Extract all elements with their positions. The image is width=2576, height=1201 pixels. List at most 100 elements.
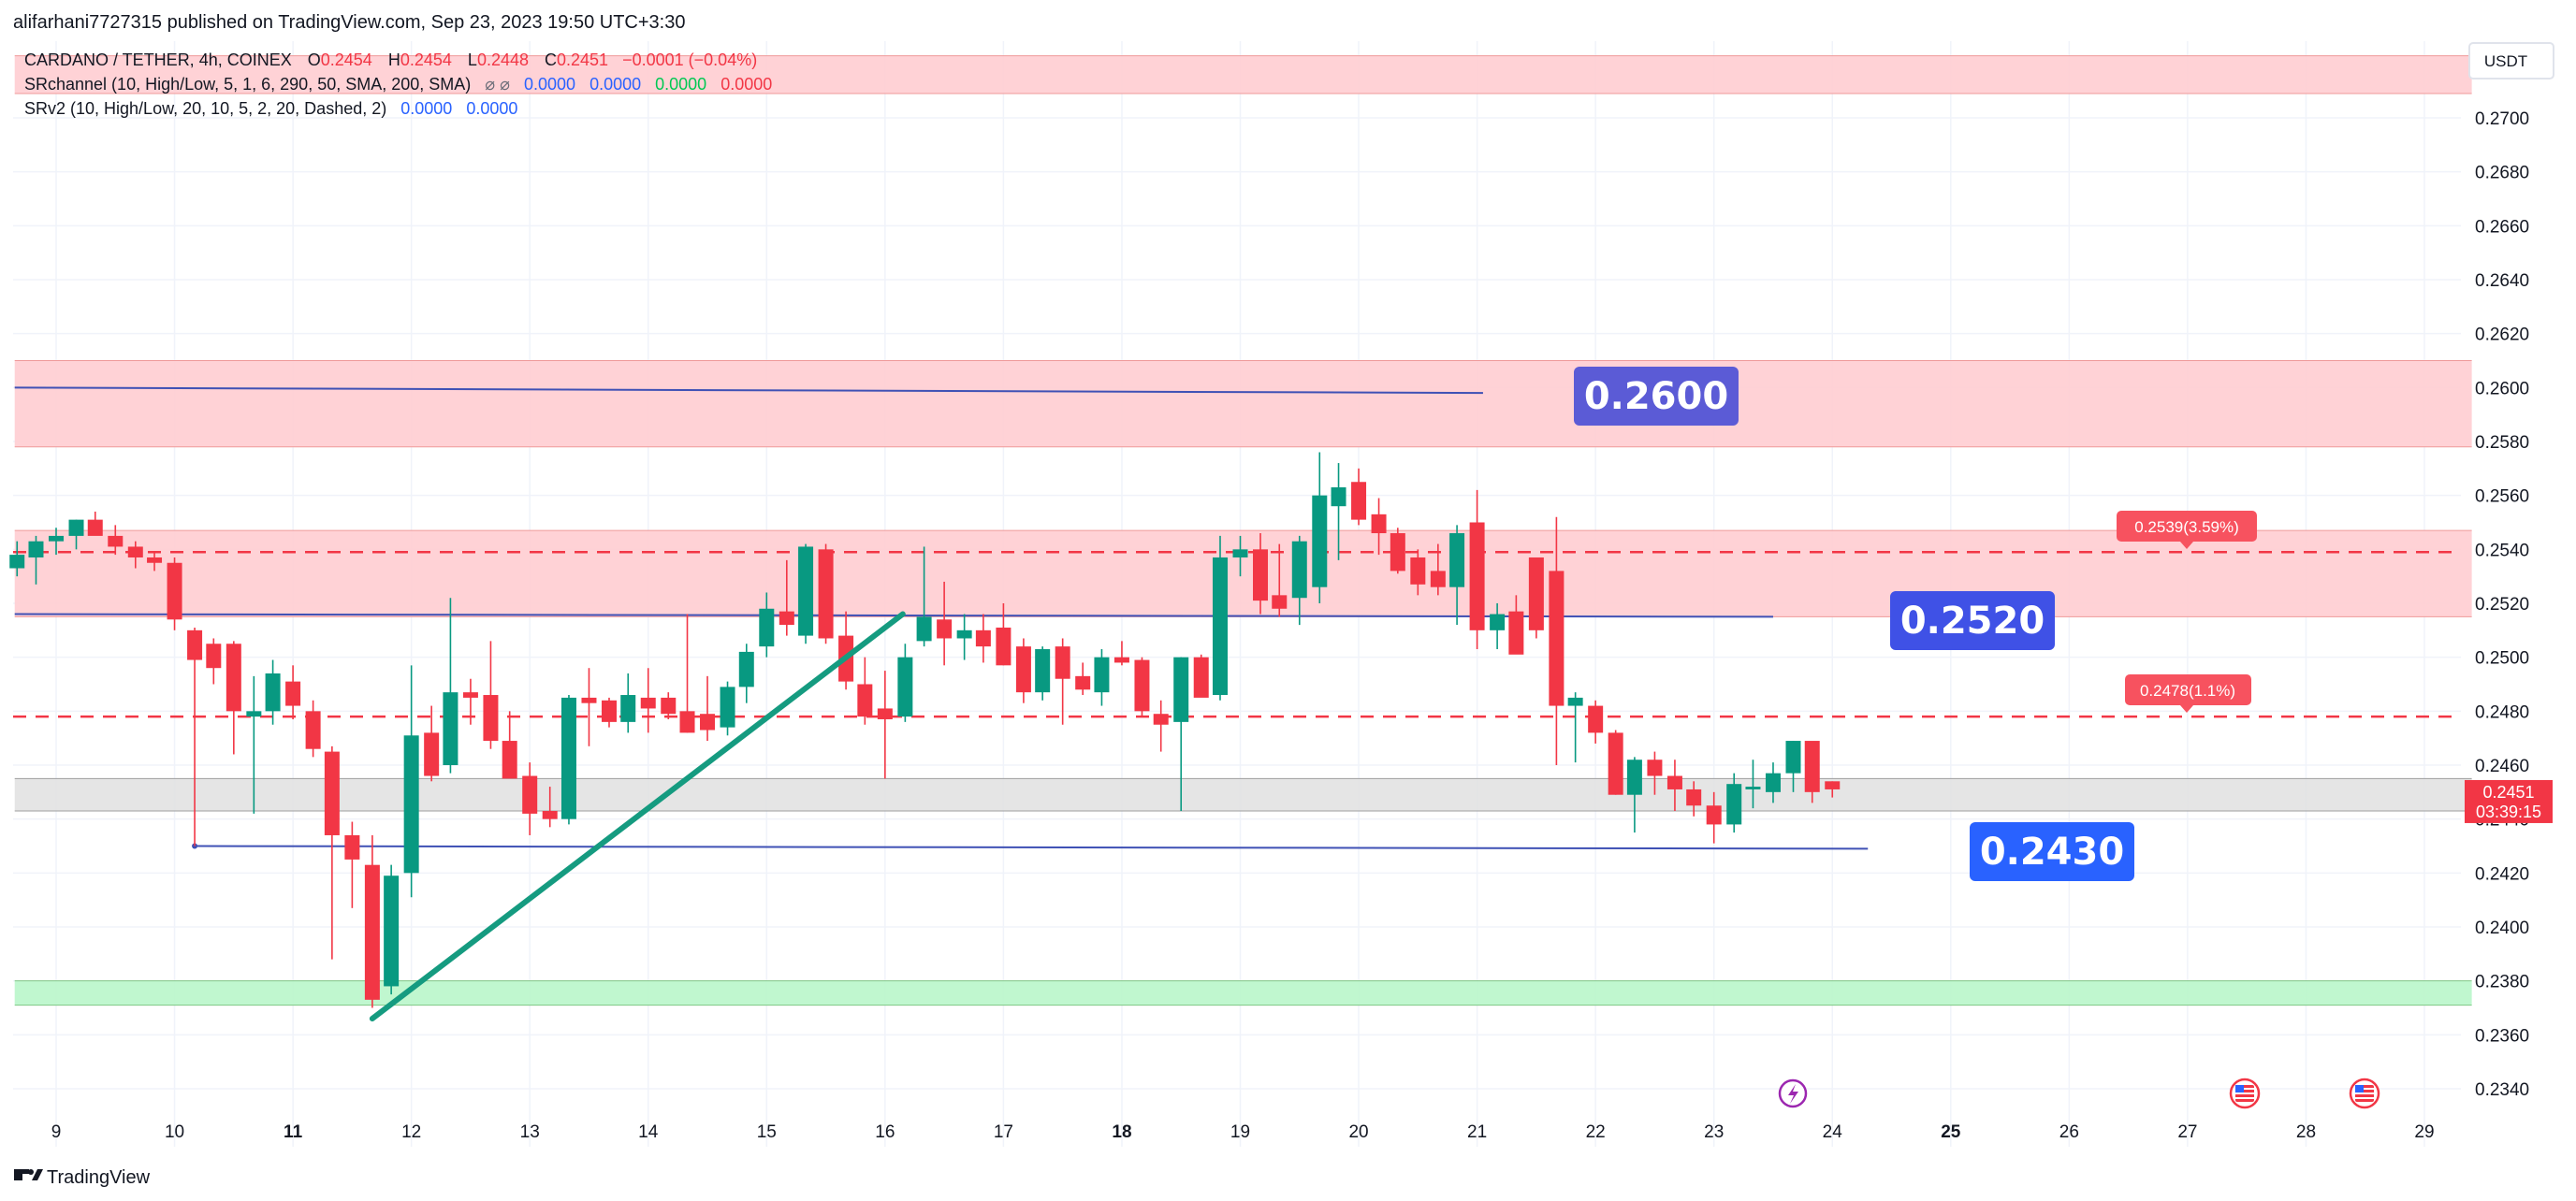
candle-up[interactable] xyxy=(1785,741,1801,792)
legend-zone[interactable] xyxy=(14,55,2472,94)
candle-down[interactable] xyxy=(661,692,677,719)
candles[interactable] xyxy=(9,452,1841,1008)
candle-down[interactable] xyxy=(1430,543,1446,596)
candle-up[interactable] xyxy=(1490,603,1506,650)
candle-down[interactable] xyxy=(462,678,478,725)
candle-down[interactable] xyxy=(1351,468,1367,526)
candle-down[interactable] xyxy=(167,557,182,630)
candle-down[interactable] xyxy=(975,614,991,663)
candle-down[interactable] xyxy=(1588,700,1604,744)
candle-down[interactable] xyxy=(1371,498,1387,556)
candle-down[interactable] xyxy=(87,511,103,536)
candle-up[interactable] xyxy=(403,665,419,898)
resistance-zone-mid[interactable] xyxy=(14,530,2472,617)
candle-up[interactable] xyxy=(1291,535,1307,626)
candle-down[interactable] xyxy=(285,665,301,719)
tradingview-logo[interactable]: TradingView xyxy=(14,1167,151,1188)
level-0-2430[interactable] xyxy=(195,845,1869,850)
candle-down[interactable] xyxy=(1686,781,1702,817)
candle-down[interactable] xyxy=(700,675,716,742)
unit-selector[interactable]: USDT xyxy=(2468,42,2554,80)
candle-up[interactable] xyxy=(443,598,458,774)
candle-up[interactable] xyxy=(1567,692,1583,763)
candle-up[interactable] xyxy=(560,695,576,825)
candle-down[interactable] xyxy=(1706,791,1722,844)
candle-up[interactable] xyxy=(1626,757,1642,833)
candle-down[interactable] xyxy=(1272,543,1288,617)
candle-down[interactable] xyxy=(108,525,124,556)
candle-down[interactable] xyxy=(679,614,695,733)
candle-down[interactable] xyxy=(1469,489,1485,650)
candle-down[interactable] xyxy=(857,657,873,725)
candle-down[interactable] xyxy=(1528,557,1544,639)
candle-up[interactable] xyxy=(798,543,814,644)
candle-down[interactable] xyxy=(127,541,143,569)
candle-down[interactable] xyxy=(424,705,440,782)
candle-down[interactable] xyxy=(1015,638,1031,703)
candle-up[interactable] xyxy=(1232,535,1248,577)
candle-up[interactable] xyxy=(1331,463,1346,560)
candle-up[interactable] xyxy=(1173,657,1189,812)
candle-down[interactable] xyxy=(1508,595,1524,655)
level-label-0-2520[interactable]: 0.2520 xyxy=(1890,591,2055,650)
candle-up[interactable] xyxy=(897,644,913,722)
candle-down[interactable] xyxy=(581,668,597,746)
candle-down[interactable] xyxy=(1075,662,1091,696)
candle-up[interactable] xyxy=(265,659,281,725)
candle-up[interactable] xyxy=(246,675,262,814)
candle-down[interactable] xyxy=(344,821,360,908)
candle-down[interactable] xyxy=(818,543,834,644)
candle-down[interactable] xyxy=(206,638,222,685)
candle-up[interactable] xyxy=(956,614,972,660)
candle-up[interactable] xyxy=(1765,762,1781,803)
candle-up[interactable] xyxy=(1094,649,1110,706)
candle-up[interactable] xyxy=(1449,525,1465,626)
candle-up[interactable] xyxy=(1726,773,1742,833)
candle-up[interactable] xyxy=(1745,760,1761,809)
target-lower-label[interactable]: 0.2478(1.1%) xyxy=(2125,674,2251,713)
candle-down[interactable] xyxy=(1193,654,1209,698)
candle-down[interactable] xyxy=(1804,741,1820,803)
current-zone[interactable] xyxy=(14,778,2472,812)
candle-down[interactable] xyxy=(1134,657,1150,717)
level-label-0-2430[interactable]: 0.2430 xyxy=(1970,822,2134,881)
candle-down[interactable] xyxy=(483,641,499,749)
candle-up[interactable] xyxy=(738,644,754,703)
resistance-zone-top[interactable] xyxy=(14,360,2472,447)
candle-down[interactable] xyxy=(1549,516,1565,765)
us-flag-event-icon-2[interactable] xyxy=(2349,1078,2380,1109)
candle-down[interactable] xyxy=(937,581,953,666)
candle-down[interactable] xyxy=(1113,641,1129,666)
candle-up[interactable] xyxy=(49,528,64,556)
candle-down[interactable] xyxy=(147,552,163,572)
level-0-2600[interactable] xyxy=(14,386,1483,395)
time-axis[interactable]: 9 10 11 12 13 14 15 16 17 18 19 20 21 22 23 24 25 26 27 28 2… xyxy=(51,1122,2435,1142)
candle-down[interactable] xyxy=(502,711,517,779)
candle-down[interactable] xyxy=(324,745,340,960)
candle-up[interactable] xyxy=(384,864,400,995)
candle-down[interactable] xyxy=(364,834,380,1008)
candle-up[interactable] xyxy=(1035,646,1051,701)
candle-up[interactable] xyxy=(1312,452,1328,603)
candle-up[interactable] xyxy=(9,541,25,577)
candle-down[interactable] xyxy=(601,697,617,728)
us-flag-event-icon[interactable] xyxy=(2229,1078,2261,1109)
candle-up[interactable] xyxy=(68,519,84,550)
level-label-0-2600[interactable]: 0.2600 xyxy=(1574,367,1739,426)
support-zone[interactable] xyxy=(14,980,2472,1006)
candle-down[interactable] xyxy=(305,700,321,758)
candle-down[interactable] xyxy=(542,787,558,828)
candle-up[interactable] xyxy=(916,546,932,647)
candle-up[interactable] xyxy=(720,681,735,736)
candle-down[interactable] xyxy=(996,603,1011,666)
candle-down[interactable] xyxy=(1055,638,1070,725)
candle-down[interactable] xyxy=(187,627,203,846)
candle-up[interactable] xyxy=(620,673,636,733)
candle-up[interactable] xyxy=(1212,535,1228,701)
trendline[interactable] xyxy=(369,611,906,1022)
candle-up[interactable] xyxy=(28,535,44,585)
lightning-event-icon[interactable] xyxy=(1778,1078,1808,1108)
candle-down[interactable] xyxy=(1153,700,1169,752)
candle-down[interactable] xyxy=(522,762,538,835)
